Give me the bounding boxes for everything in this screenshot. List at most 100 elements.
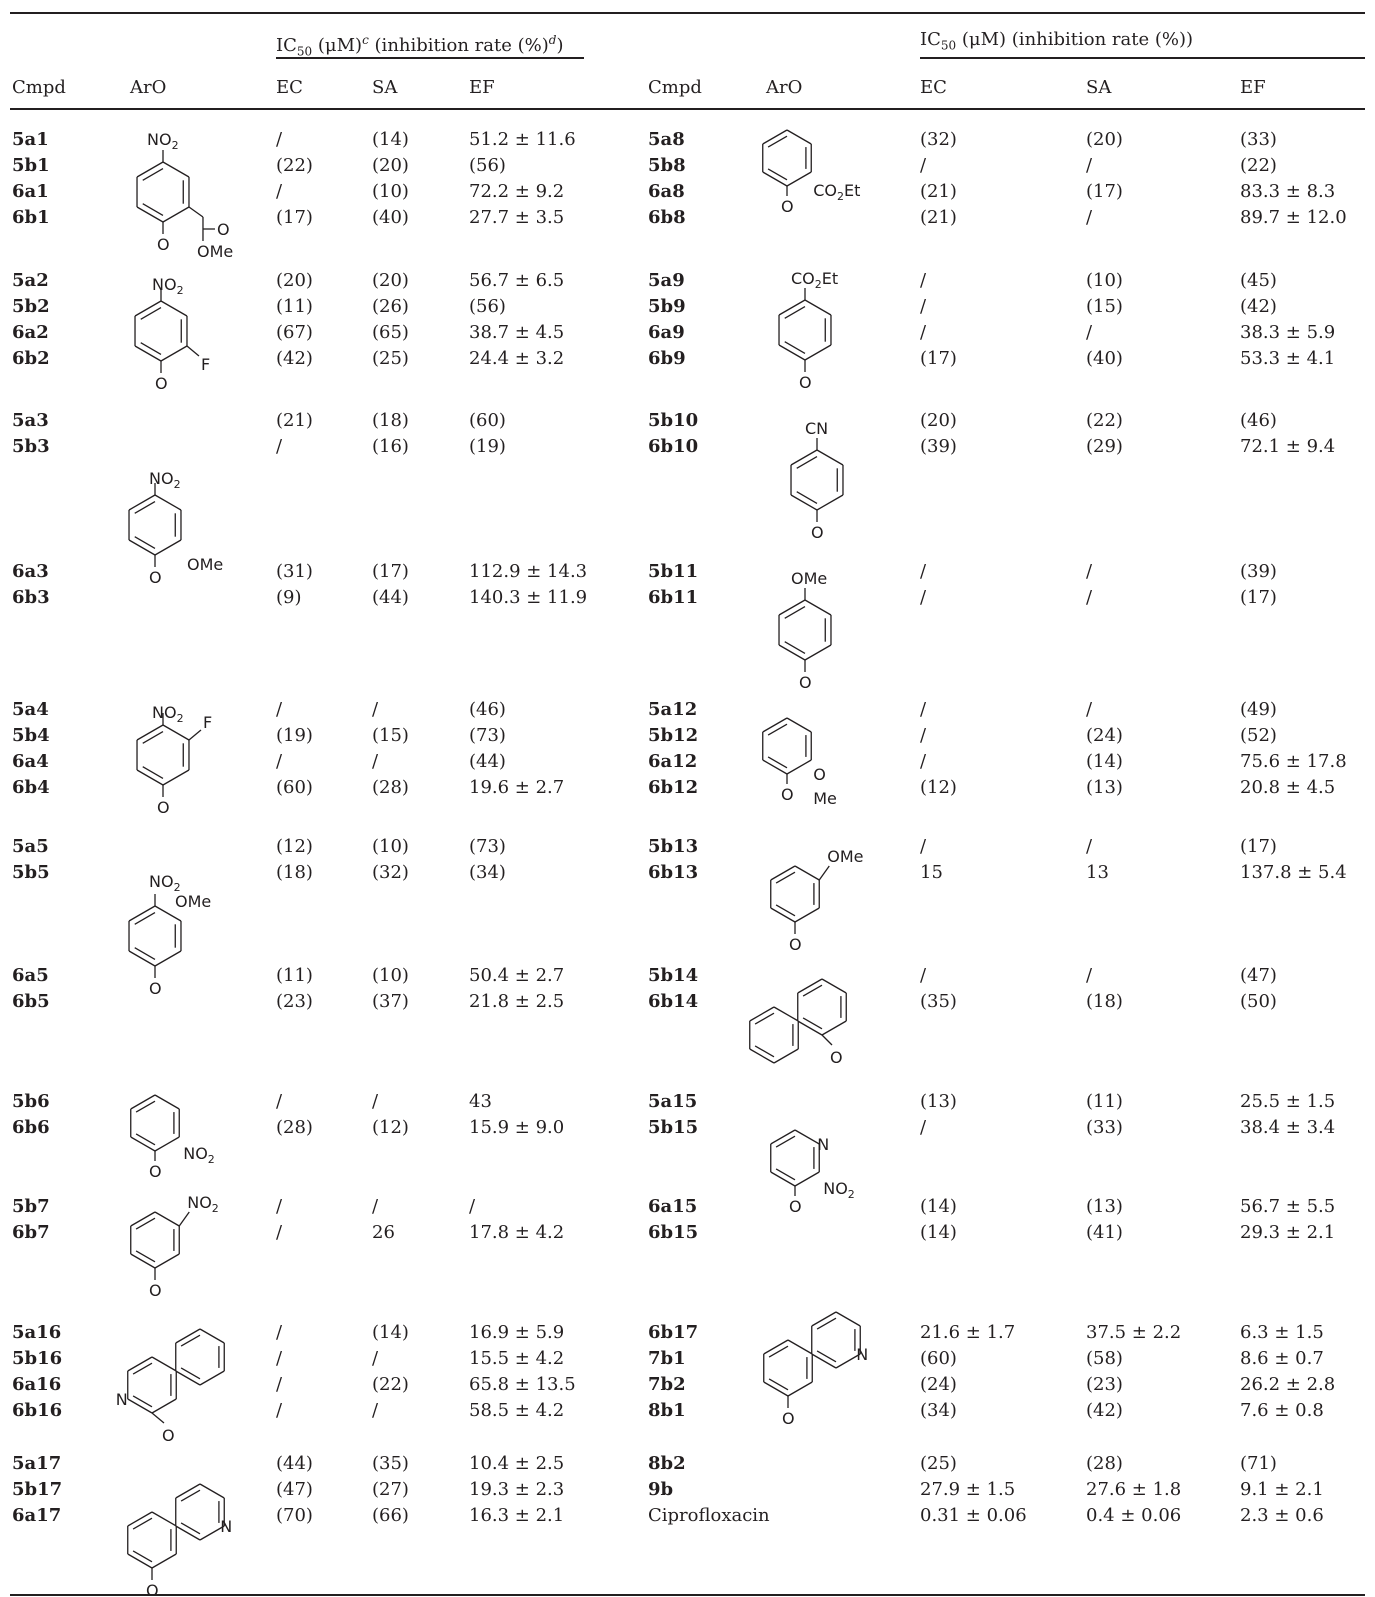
left-sa-cell: (20)	[372, 270, 409, 291]
left-cmpd-cell: 5a3	[12, 410, 49, 431]
left-cmpd-cell: 5b17	[12, 1479, 63, 1500]
ring-5a5	[154, 905, 182, 922]
right-ec-cell: /	[920, 1117, 927, 1138]
ring-5b11	[804, 599, 832, 616]
oxygen-label: O	[799, 373, 812, 392]
right-cmpd-cell: 6b9	[648, 348, 686, 369]
ring-6b17a	[835, 1353, 861, 1369]
right-ef-cell: 38.4 ± 3.4	[1240, 1117, 1336, 1138]
ring-double-bond	[816, 1350, 837, 1363]
right-ec-cell: 0.31 ± 0.06	[920, 1505, 1027, 1526]
left-sa-cell: (65)	[372, 322, 409, 343]
ring-5a16a	[151, 1356, 177, 1372]
nitro-label: NO2	[147, 130, 179, 152]
ring-5a15	[770, 1171, 796, 1187]
atom-label: OMe	[791, 569, 827, 588]
left-ef-cell: 51.2 ± 11.6	[469, 129, 576, 150]
ring-double-bond	[134, 501, 156, 514]
ring-5b7	[130, 1211, 156, 1227]
ring-double-bond	[135, 1250, 156, 1263]
left-ef-cell: (46)	[469, 699, 506, 720]
oxygen-label: O	[155, 374, 168, 393]
ring-double-bond	[142, 731, 164, 744]
left-cmpd-cell: 5a2	[12, 270, 49, 291]
right-ec-cell: 27.9 ± 1.5	[920, 1479, 1016, 1500]
atom-label: OMe	[827, 847, 863, 866]
ring-double-bond	[132, 1550, 153, 1563]
right-cmpd-cell: 6a12	[648, 751, 698, 772]
left-ec-cell: /	[276, 436, 283, 457]
ring-6b17b	[787, 1381, 813, 1397]
left-cmpd-cell: 6a16	[12, 1374, 62, 1395]
ring-5b13	[794, 865, 820, 881]
left-cmpd-cell: 6a3	[12, 561, 49, 582]
ring-5a5	[154, 950, 182, 967]
top-rule	[10, 12, 1365, 14]
right-sa-cell: (11)	[1086, 1091, 1123, 1112]
right-sa-cell: 0.4 ± 0.06	[1086, 1505, 1182, 1526]
oxygen-label: O	[811, 523, 824, 542]
left-ec-cell: /	[276, 129, 283, 150]
left-cmpd-cell: 6b5	[12, 991, 50, 1012]
atom-label: N	[116, 1390, 128, 1409]
left-cmpd-cell: 5b7	[12, 1196, 50, 1217]
ring-double-bond	[140, 307, 162, 320]
left-ec-cell: /	[276, 1091, 283, 1112]
right-ef-cell: 9.1 ± 2.1	[1240, 1479, 1324, 1500]
ring-double-bond	[784, 341, 806, 354]
ring-double-bond	[768, 1378, 789, 1391]
right-sa-cell: /	[1086, 207, 1093, 228]
ring-5a16b	[199, 1370, 225, 1386]
right-ec-cell: /	[920, 836, 927, 857]
right-cmpd-cell: 5b10	[648, 410, 699, 431]
ring-5b10	[816, 449, 844, 466]
left-cmpd-cell: 6b16	[12, 1400, 63, 1421]
ring-double-bond	[180, 1367, 201, 1380]
ring-double-bond	[134, 536, 156, 549]
left-sa-cell: (26)	[372, 296, 409, 317]
right-ec-cell: (12)	[920, 777, 957, 798]
right-sa-cell: (13)	[1086, 1196, 1123, 1217]
left-ec-cell: (11)	[276, 965, 313, 986]
left-sa-cell: (12)	[372, 1117, 409, 1138]
atom-label: O	[813, 765, 826, 784]
oxygen-label: O	[149, 979, 162, 998]
left-ef-cell: 43	[469, 1091, 492, 1112]
right-ec-cell: /	[920, 751, 927, 772]
ring-double-bond	[775, 871, 796, 884]
ring-5b7	[154, 1211, 180, 1227]
ring-5a8	[762, 171, 788, 187]
left-ef-cell: 19.6 ± 2.7	[469, 777, 565, 798]
left-cmpd-cell: 5b6	[12, 1091, 50, 1112]
ring-5a16a	[127, 1398, 153, 1414]
left-ec-cell: /	[276, 751, 283, 772]
ring-double-bond	[142, 203, 164, 216]
ring-5a16b	[175, 1370, 201, 1386]
right-sa-cell: (23)	[1086, 1374, 1123, 1395]
left-ec-cell: /	[276, 1322, 283, 1343]
nitro-label: NO2	[823, 1179, 855, 1201]
left-ef-cell: 140.3 ± 11.9	[469, 587, 588, 608]
ring-6b17a	[811, 1353, 837, 1369]
ring-5b13	[770, 907, 796, 923]
right-cmpd-cell: 6b14	[648, 991, 699, 1012]
left-sa-cell: (10)	[372, 836, 409, 857]
ring-5b6	[130, 1136, 156, 1152]
right-ef-cell: (39)	[1240, 561, 1277, 582]
right-cmpd-cell: 5b12	[648, 725, 699, 746]
ring-5a3	[154, 494, 182, 511]
left-sa-cell: 26	[372, 1222, 395, 1243]
left-sa-cell: /	[372, 1400, 379, 1421]
bond-line	[188, 729, 202, 741]
right-sa-cell: 37.5 ± 2.2	[1086, 1322, 1182, 1343]
right-cmpd-cell: 5a12	[648, 699, 698, 720]
atom-label: O	[149, 1162, 162, 1181]
ring-5b6	[154, 1136, 180, 1152]
group-header-right: IC50 (μM) (inhibition rate (%))	[920, 29, 1194, 53]
left-ec-cell: (31)	[276, 561, 313, 582]
ring-5a2	[160, 300, 188, 317]
right-ef-cell: 53.3 ± 4.1	[1240, 348, 1336, 369]
ring-double-bond	[134, 912, 156, 925]
bottom-rule	[10, 1594, 1365, 1596]
left-cmpd-cell: 5a17	[12, 1453, 62, 1474]
